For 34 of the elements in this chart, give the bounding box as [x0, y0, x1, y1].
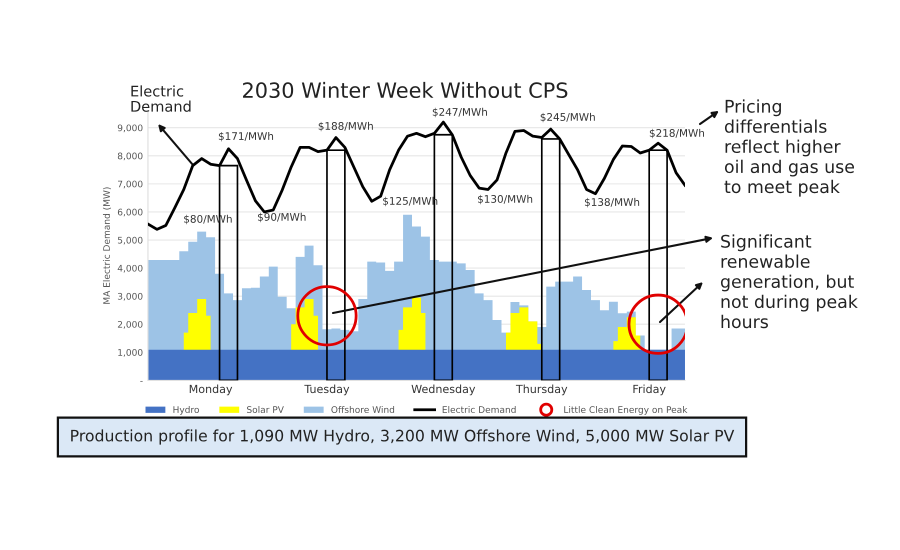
x-tick-label: Monday	[190, 384, 232, 396]
x-tick-label: Thursday	[516, 384, 568, 396]
y-tick-label: 9,000	[118, 124, 142, 132]
text: Pricing differentials reflect higher oil and gas use to meet peak	[724, 99, 854, 197]
annotation: $130/MWh	[478, 194, 532, 204]
legend-label: Offshore Wind	[331, 406, 394, 414]
x-tick-label: Tuesday	[304, 384, 350, 396]
x-tick-label: Friday	[633, 384, 666, 396]
y-tick-label: 6,000	[118, 208, 142, 216]
legend-label: Little Clean Energy on Peak	[564, 406, 688, 415]
legend-label: Hydro	[173, 406, 199, 415]
text: Significant renewable generation, but not during peak hours	[720, 234, 858, 328]
legend-label: Solar PV	[247, 406, 284, 414]
y-tick-label: 8,000	[118, 152, 142, 160]
chart-title: 2030 Winter Week Without CPS	[243, 82, 568, 98]
annotation: Electric Demand	[131, 85, 191, 112]
y-tick-label: 4,000	[118, 264, 142, 273]
annotation: $171/MWh	[218, 132, 274, 142]
y-tick-label: 5,000	[118, 236, 142, 244]
y-tick-label: -	[140, 380, 143, 382]
annotation: $247/MWh	[432, 108, 487, 118]
y-tick-label: 3,000	[118, 292, 142, 301]
y-tick-label: 1,000	[118, 349, 142, 357]
annotation: $218/MWh	[650, 128, 704, 138]
y-tick-label: 2,000	[118, 320, 142, 329]
annotation: $245/MWh	[540, 112, 595, 122]
y-axis-title: MA Electric Demand (MW)	[102, 187, 112, 304]
legend-label: Electric Demand	[442, 406, 516, 414]
x-tick-label: Wednesday	[412, 384, 476, 396]
annotation: $138/MWh	[584, 198, 640, 208]
y-tick-label: 7,000	[118, 180, 142, 188]
annotation: $90/MWh	[258, 212, 306, 222]
annotation: $188/MWh	[318, 122, 373, 132]
text: Production profile for 1,090 MW Hydro, 3,200 MW Offshore Wind, 5,000 MW Solar PV	[71, 429, 734, 445]
